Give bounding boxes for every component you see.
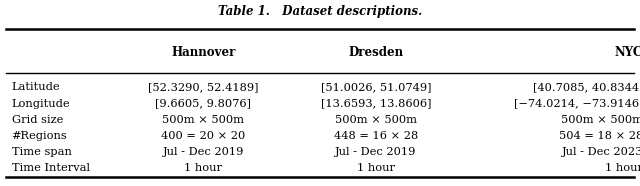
Text: [−74.0214, −73.9146]: [−74.0214, −73.9146] [514,99,640,109]
Text: 504 = 18 × 28: 504 = 18 × 28 [559,131,640,141]
Text: NYC: NYC [615,46,640,59]
Text: 400 = 20 × 20: 400 = 20 × 20 [161,131,245,141]
Text: 1 hour: 1 hour [184,163,222,173]
Text: [51.0026, 51.0749]: [51.0026, 51.0749] [321,82,431,92]
Text: [52.3290, 52.4189]: [52.3290, 52.4189] [148,82,259,92]
Text: 500m × 500m: 500m × 500m [335,115,417,125]
Text: Time span: Time span [12,147,72,157]
Text: Grid size: Grid size [12,115,63,125]
Text: Jul - Dec 2019: Jul - Dec 2019 [163,147,244,157]
Text: 1 hour: 1 hour [605,163,640,173]
Text: 448 = 16 × 28: 448 = 16 × 28 [334,131,418,141]
Text: Jul - Dec 2023: Jul - Dec 2023 [562,147,640,157]
Text: [9.6605, 9.8076]: [9.6605, 9.8076] [155,99,251,109]
Text: [40.7085, 40.8344]: [40.7085, 40.8344] [532,82,640,92]
Text: Latitude: Latitude [12,82,60,92]
Text: Time Interval: Time Interval [12,163,90,173]
Text: Longitude: Longitude [12,99,70,109]
Text: Hannover: Hannover [171,46,236,59]
Text: #Regions: #Regions [12,131,67,141]
Text: [13.6593, 13.8606]: [13.6593, 13.8606] [321,99,431,109]
Text: 500m × 500m: 500m × 500m [561,115,640,125]
Text: Jul - Dec 2019: Jul - Dec 2019 [335,147,417,157]
Text: 500m × 500m: 500m × 500m [162,115,244,125]
Text: Table 1.   Dataset descriptions.: Table 1. Dataset descriptions. [218,5,422,18]
Text: Dresden: Dresden [348,46,404,59]
Text: 1 hour: 1 hour [357,163,395,173]
